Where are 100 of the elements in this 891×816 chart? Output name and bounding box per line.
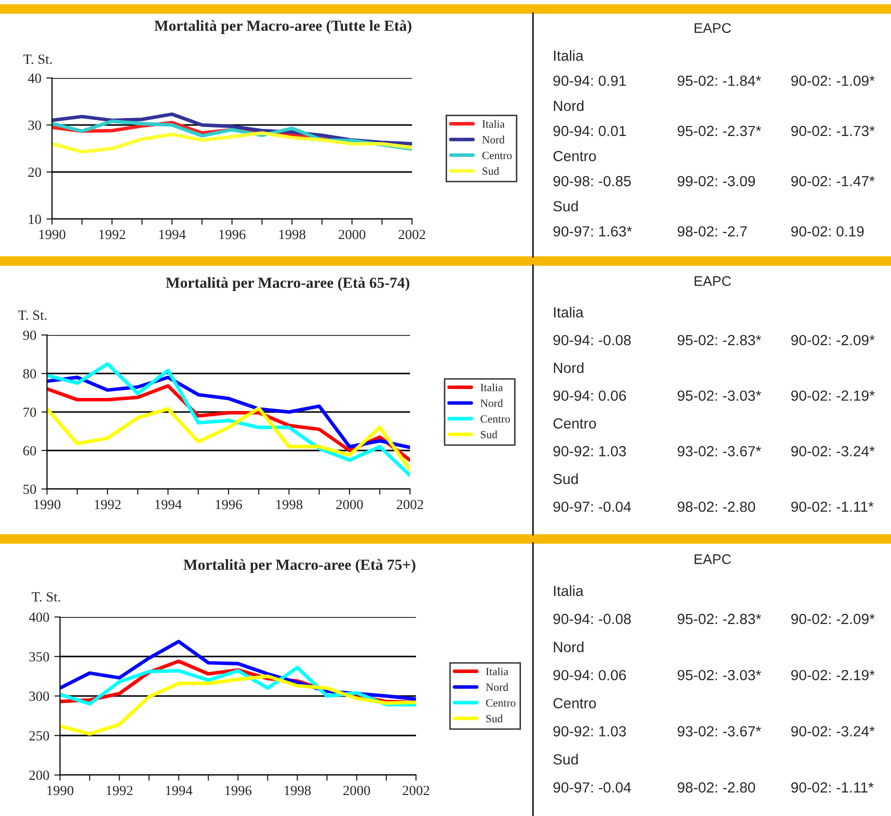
text: 90-02: -1.11* — [791, 782, 874, 793]
y-tick-label: 200 — [29, 770, 50, 780]
x-tick-label: 1990 — [34, 500, 60, 510]
legend-label: Italia — [486, 667, 508, 676]
text: 90-02: -1.73* — [791, 126, 875, 136]
x-tick-label: 1994 — [166, 786, 192, 796]
x-tick-label: 1998 — [279, 230, 306, 240]
text: Italia — [554, 50, 584, 61]
text: 90-02: -2.09* — [791, 614, 875, 624]
y-tick-label: 60 — [23, 446, 36, 456]
text: 90-94: 0.91 — [553, 76, 626, 86]
line-series — [52, 131, 412, 154]
x-tick-label: 1998 — [284, 786, 311, 796]
text: 90-02: -2.09* — [791, 334, 875, 346]
text: 90-02: -1.47* — [791, 176, 875, 186]
x-tick-label: 1990 — [39, 230, 66, 240]
text: EAPC — [694, 23, 731, 33]
y-tick-label: 30 — [28, 120, 42, 130]
text: 95-02: -2.83* — [678, 334, 762, 346]
x-tick-label: 1994 — [155, 500, 182, 510]
y-axis-title: T. St. — [18, 310, 47, 320]
legend-label: Sud — [480, 430, 498, 438]
legend-label: Nord — [482, 136, 505, 144]
legend-label: Italia — [482, 120, 505, 128]
y-tick-label: 90 — [23, 330, 36, 340]
y-tick-label: 80 — [23, 369, 36, 378]
text: 90-94: -0.08 — [553, 334, 631, 346]
chart-title: Mortalità per Macro-aree (Età 65-74) — [166, 277, 410, 292]
text: 90-92: 1.03 — [553, 726, 626, 736]
text: 90-02: -2.19* — [791, 670, 875, 680]
legend-label: Nord — [480, 399, 503, 407]
text: Sud — [553, 200, 578, 212]
text: 90-94: 0.06 — [553, 670, 626, 680]
text: 90-92: 1.03 — [553, 446, 626, 456]
x-tick-label: 2002 — [398, 230, 426, 240]
legend-label: Sud — [486, 714, 503, 722]
x-tick-label: 1998 — [276, 500, 302, 510]
text: 98-02: -2.7 — [678, 226, 747, 237]
x-tick-label: 1996 — [219, 230, 246, 240]
text: Italia — [554, 306, 584, 318]
line-series — [47, 362, 410, 478]
x-tick-label: 1992 — [99, 230, 126, 240]
x-tick-label: 2000 — [343, 786, 370, 796]
text: 95-02: -1.84* — [678, 76, 762, 86]
x-tick-label: 1996 — [216, 500, 242, 510]
legend-label: Nord — [486, 683, 508, 691]
y-tick-label: 70 — [24, 408, 36, 417]
text: Sud — [553, 754, 578, 765]
legend-label: Sud — [482, 167, 500, 175]
text: Nord — [554, 642, 584, 652]
text: 90-94: -0.08 — [553, 614, 631, 624]
text: 90-02: -3.24* — [791, 726, 875, 736]
text: EAPC — [694, 276, 731, 286]
chart-title: Mortalità per Macro-aree (Tutte le Età) — [154, 20, 412, 34]
text: Centro — [553, 418, 596, 429]
chart-title: Mortalità per Macro-aree (Età 75+) — [184, 559, 416, 574]
x-tick-label: 1994 — [159, 230, 186, 240]
line-series — [47, 406, 410, 472]
x-tick-label: 2002 — [402, 786, 430, 796]
x-tick-label: 1992 — [106, 786, 132, 796]
legend-label: Centro — [482, 152, 512, 160]
y-tick-label: 50 — [24, 484, 36, 494]
text: 99-02: -3.09 — [678, 176, 755, 186]
text: 90-97: 1.63* — [553, 226, 632, 237]
text: EAPC — [694, 554, 731, 564]
y-tick-label: 300 — [29, 692, 50, 701]
text: 90-97: -0.04 — [553, 502, 631, 512]
y-tick-label: 40 — [28, 74, 42, 83]
text: Nord — [554, 362, 584, 374]
text: 95-02: -2.37* — [678, 126, 762, 136]
text: 93-02: -3.67* — [678, 446, 762, 456]
text: 90-97: -0.04 — [553, 782, 631, 793]
legend-label: Centro — [486, 699, 516, 707]
y-tick-label: 400 — [29, 612, 50, 622]
text: 90-02: -2.19* — [791, 390, 875, 401]
text: 90-02: -1.11* — [791, 502, 874, 512]
y-axis-title: T. St. — [23, 54, 52, 64]
text: Centro — [553, 150, 596, 162]
text: Sud — [553, 473, 578, 484]
text: 93-02: -3.67* — [678, 726, 762, 736]
y-tick-label: 20 — [28, 168, 42, 177]
y-axis-title: T. St. — [32, 592, 60, 602]
line-series — [60, 674, 416, 736]
x-tick-label: 1992 — [94, 500, 121, 510]
text: 95-02: -3.03* — [678, 390, 762, 401]
x-tick-label: 1996 — [225, 786, 252, 796]
x-tick-label: 2000 — [336, 500, 363, 510]
legend-label: Centro — [480, 415, 510, 423]
text: 98-02: -2.80 — [678, 782, 756, 793]
y-tick-label: 250 — [29, 731, 50, 740]
text: Nord — [554, 100, 584, 112]
text: 90-98: -0.85 — [553, 176, 631, 186]
x-tick-label: 1990 — [47, 786, 74, 796]
text: 90-02: 0.19 — [791, 226, 864, 237]
legend-label: Italia — [480, 383, 503, 392]
text: 90-02: -1.09* — [791, 76, 875, 86]
text: 95-02: -2.83* — [678, 614, 762, 624]
y-tick-label: 350 — [29, 652, 50, 662]
x-tick-label: 2000 — [338, 230, 366, 240]
text: 98-02: -2.80 — [678, 502, 756, 512]
